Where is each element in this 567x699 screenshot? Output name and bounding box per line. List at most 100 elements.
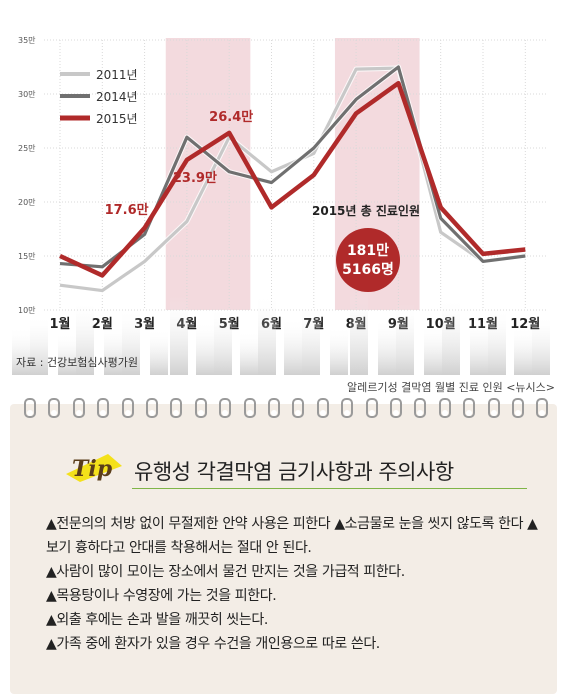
skyline-building <box>442 297 460 375</box>
skyline-building <box>488 309 506 375</box>
tip-card: Tip 유행성 각결막염 금기사항과 주의사항 ▲전문의의 처방 없이 무절제한… <box>10 398 557 694</box>
series-line-2014년 <box>59 65 526 269</box>
tip-item: ▲외출 후에는 손과 발을 깨끗히 씻는다. <box>46 612 268 628</box>
chart-source: 자료 : 건강보험심사평가원 <box>16 356 138 369</box>
binding-hole <box>441 410 448 416</box>
skyline-building <box>150 329 168 375</box>
annotation-circle <box>336 228 400 292</box>
binding-hole <box>515 410 521 416</box>
skyline-building <box>170 295 188 375</box>
binding-ring <box>341 398 354 418</box>
skyline-building <box>378 319 396 375</box>
skyline-building <box>330 327 348 375</box>
binding-ring <box>97 398 110 418</box>
skyline-building <box>258 293 276 375</box>
line-chart: 35만30만25만20만15만10만1월2월3월4월5월6월7월8월9월10월1… <box>12 36 550 375</box>
data-label: 26.4만 <box>209 109 253 125</box>
skyline-building <box>514 327 532 375</box>
binding-hole <box>124 410 131 416</box>
y-tick-label: 10만 <box>18 306 36 315</box>
binding-ring <box>121 398 134 418</box>
binding-ring <box>194 398 207 418</box>
binding-ring <box>536 398 549 418</box>
skyline-building <box>284 317 302 375</box>
legend-label: 2015년 <box>96 112 138 126</box>
data-label: 17.6만 <box>105 202 149 218</box>
skyline-building <box>104 325 122 375</box>
tip-item: ▲사람이 많이 모이는 장소에서 물건 만지는 것을 가급적 피한다. <box>46 564 405 580</box>
legend: 2011년 2014년 2015년 <box>60 68 138 126</box>
binding-ring <box>414 398 427 418</box>
binding-ring <box>365 398 378 418</box>
chart-caption: 알레르기성 결막염 월별 진료 인원 <뉴시스> <box>347 381 555 394</box>
skyline-building <box>470 321 488 375</box>
binding-ring <box>487 398 500 418</box>
skyline-building <box>58 333 76 375</box>
binding-ring <box>243 398 256 418</box>
annotation-value-line1: 181만 <box>347 243 389 259</box>
y-tick-label: 20만 <box>18 198 36 207</box>
binding-hole <box>271 410 277 416</box>
tip-badge-shape <box>66 454 122 482</box>
tip-title-underline <box>132 488 527 489</box>
legend-label: 2014년 <box>96 90 138 104</box>
tip-list: ▲전문의의 처방 없이 무절제한 안약 사용은 피한다 ▲소금물로 눈을 씻지 … <box>46 512 546 656</box>
binding-hole <box>319 410 326 416</box>
tip-title: 유행성 각결막염 금기사항과 주의사항 <box>134 460 454 484</box>
series-line-2015년 <box>59 80 526 278</box>
binding-ring <box>170 398 183 418</box>
binding-ring <box>24 398 36 418</box>
binding-ring <box>292 398 305 418</box>
y-tick-label: 30만 <box>18 90 36 99</box>
tip-item: ▲가족 중에 환자가 있을 경우 수건을 개인용으로 따로 쓴다. <box>46 636 380 652</box>
binding-hole <box>75 410 82 416</box>
y-tick-label: 35만 <box>18 36 36 45</box>
binding-ring <box>72 398 85 418</box>
binding-hole <box>295 410 302 416</box>
binding-hole <box>173 410 180 416</box>
legend-label: 2011년 <box>96 68 138 82</box>
tip-badge-text: Tip <box>72 456 113 482</box>
tip-badge: Tip <box>66 454 122 482</box>
tip-item: ▲전문의의 처방 없이 무절제한 안약 사용은 피한다 ▲소금물로 눈을 씻지 … <box>46 516 538 556</box>
binding-hole <box>222 410 229 416</box>
binding-hole <box>246 410 253 416</box>
binding-ring <box>146 398 158 418</box>
binding-hole <box>368 410 375 416</box>
binding-hole <box>466 410 473 416</box>
skyline-building <box>76 300 94 375</box>
data-label: 23.9만 <box>173 170 217 186</box>
skyline-building <box>214 307 232 375</box>
binding-ring <box>48 398 61 418</box>
skyline-building <box>240 331 258 375</box>
annotation-title: 2015년 총 진료인원 <box>312 203 420 218</box>
y-tick-label: 15만 <box>18 252 36 261</box>
binding-ring <box>316 398 329 418</box>
binding-hole <box>197 410 204 416</box>
skyline-building <box>302 305 320 375</box>
skyline-building <box>122 309 140 375</box>
skyline-building <box>196 321 214 375</box>
skyline-building <box>30 315 48 375</box>
binding-ring <box>219 398 232 418</box>
binding-hole <box>417 410 424 416</box>
binding-ring <box>463 398 476 418</box>
skyline-building <box>424 325 442 375</box>
skyline-building <box>350 289 368 375</box>
skyline-building <box>532 315 550 375</box>
binding-hole <box>490 410 497 416</box>
binding-ring <box>512 398 524 418</box>
tip-item: ▲목용탕이나 수영장에 가는 것을 피한다. <box>46 588 277 604</box>
binding-hole <box>100 410 107 416</box>
binding-ring <box>268 398 280 418</box>
city-skyline-background <box>12 289 550 375</box>
y-tick-label: 25만 <box>18 144 36 153</box>
binding-hole <box>539 410 546 416</box>
binding-ring <box>390 398 402 418</box>
binding-hole <box>27 410 33 416</box>
x-tick-label: 1월 <box>49 316 70 332</box>
binding-ring <box>438 398 451 418</box>
binding-hole <box>344 410 351 416</box>
binding-hole <box>149 410 155 416</box>
binding-hole <box>51 410 58 416</box>
